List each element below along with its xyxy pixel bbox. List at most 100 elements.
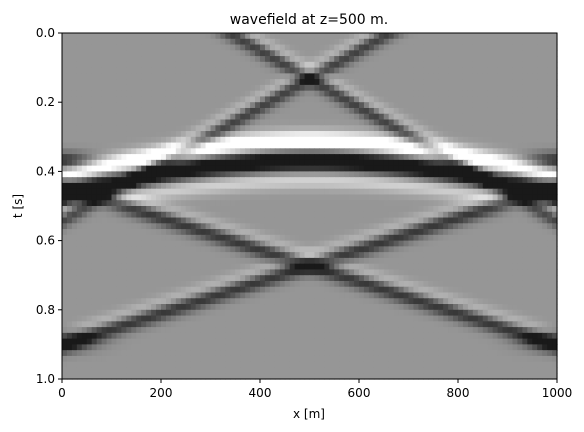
- heatmap-cell: [383, 73, 390, 80]
- heatmap-cell: [170, 304, 177, 311]
- heatmap-cell: [91, 257, 98, 265]
- heatmap-cell: [448, 206, 454, 213]
- heatmap-cell: [314, 84, 320, 92]
- heatmap-cell: [279, 292, 286, 299]
- heatmap-cell: [230, 200, 236, 207]
- heatmap-cell: [393, 38, 400, 46]
- heatmap-cell: [116, 182, 122, 190]
- heatmap-cell: [418, 246, 424, 253]
- heatmap-cell: [264, 200, 271, 207]
- heatmap-cell: [423, 136, 429, 144]
- heatmap-cell: [542, 61, 548, 69]
- heatmap-cell: [161, 136, 167, 144]
- heatmap-cell: [462, 240, 469, 247]
- heatmap-cell: [359, 38, 365, 46]
- heatmap-cell: [66, 309, 73, 317]
- heatmap-cell: [373, 269, 380, 276]
- heatmap-cell: [255, 280, 261, 288]
- heatmap-cell: [91, 33, 98, 40]
- heatmap-cell: [91, 263, 98, 271]
- heatmap-cell: [418, 136, 424, 144]
- heatmap-cell: [289, 79, 296, 86]
- heatmap-cell: [205, 211, 212, 219]
- heatmap-cell: [363, 275, 370, 282]
- heatmap-cell: [279, 44, 286, 51]
- heatmap-cell: [136, 182, 142, 190]
- heatmap-cell: [200, 148, 207, 155]
- heatmap-cell: [91, 252, 98, 259]
- heatmap-cell: [507, 136, 514, 144]
- heatmap-cell: [62, 44, 68, 51]
- heatmap-cell: [517, 61, 523, 69]
- heatmap-cell: [373, 107, 380, 115]
- heatmap-cell: [388, 50, 395, 57]
- heatmap-cell: [279, 102, 286, 109]
- heatmap-cell: [121, 206, 127, 213]
- heatmap-cell: [334, 286, 340, 294]
- heatmap-cell: [413, 263, 419, 271]
- heatmap-cell: [269, 206, 276, 213]
- heatmap-cell: [502, 246, 509, 253]
- heatmap-cell: [487, 38, 494, 46]
- heatmap-cell: [225, 125, 231, 132]
- heatmap-cell: [477, 113, 484, 121]
- heatmap-cell: [552, 194, 558, 201]
- heatmap-cell: [111, 304, 118, 311]
- heatmap-cell: [314, 148, 320, 155]
- heatmap-cell: [96, 229, 103, 236]
- heatmap-cell: [81, 309, 88, 317]
- heatmap-cell: [190, 257, 197, 265]
- heatmap-cell: [274, 38, 281, 46]
- heatmap-cell: [522, 84, 528, 92]
- heatmap-cell: [507, 211, 514, 219]
- heatmap-cell: [210, 171, 217, 178]
- heatmap-cell: [339, 38, 345, 46]
- heatmap-cell: [467, 182, 474, 190]
- heatmap-cell: [443, 309, 449, 317]
- heatmap-cell: [116, 257, 122, 265]
- heatmap-cell: [136, 136, 142, 144]
- heatmap-cell: [165, 280, 172, 288]
- heatmap-cell: [146, 107, 152, 115]
- heatmap-cell: [388, 298, 395, 305]
- heatmap-cell: [359, 240, 365, 247]
- heatmap-cell: [552, 263, 558, 271]
- heatmap-cell: [398, 269, 405, 276]
- heatmap-cell: [126, 107, 132, 115]
- heatmap-cell: [264, 125, 271, 132]
- heatmap-cell: [220, 73, 226, 80]
- heatmap-cell: [126, 217, 132, 224]
- heatmap-cell: [156, 50, 162, 57]
- heatmap-cell: [175, 257, 182, 265]
- heatmap-cell: [260, 142, 266, 149]
- heatmap-cell: [279, 269, 286, 276]
- heatmap-cell: [547, 280, 553, 288]
- heatmap-cell: [86, 102, 93, 109]
- heatmap-cell: [210, 44, 217, 51]
- heatmap-cell: [141, 206, 147, 213]
- heatmap-cell: [532, 194, 538, 201]
- heatmap-cell: [487, 96, 494, 103]
- heatmap-cell: [537, 182, 543, 190]
- heatmap-cell: [363, 257, 370, 265]
- heatmap-cell: [101, 280, 108, 288]
- heatmap-cell: [393, 154, 400, 161]
- heatmap-cell: [151, 275, 157, 282]
- heatmap-cell: [373, 79, 380, 86]
- heatmap-cell: [240, 194, 246, 201]
- heatmap-cell: [552, 240, 558, 247]
- heatmap-cell: [443, 257, 449, 265]
- heatmap-cell: [136, 246, 142, 253]
- heatmap-cell: [334, 177, 340, 184]
- heatmap-cell: [497, 292, 504, 299]
- heatmap-cell: [522, 33, 528, 40]
- heatmap-cell: [62, 223, 68, 230]
- heatmap-cell: [423, 309, 429, 317]
- heatmap-cell: [349, 223, 355, 230]
- heatmap-cell: [294, 90, 301, 98]
- heatmap-cell: [354, 275, 360, 282]
- heatmap-cell: [141, 286, 147, 294]
- heatmap-cell: [269, 131, 276, 138]
- heatmap-cell: [126, 84, 132, 92]
- heatmap-cell: [161, 252, 167, 259]
